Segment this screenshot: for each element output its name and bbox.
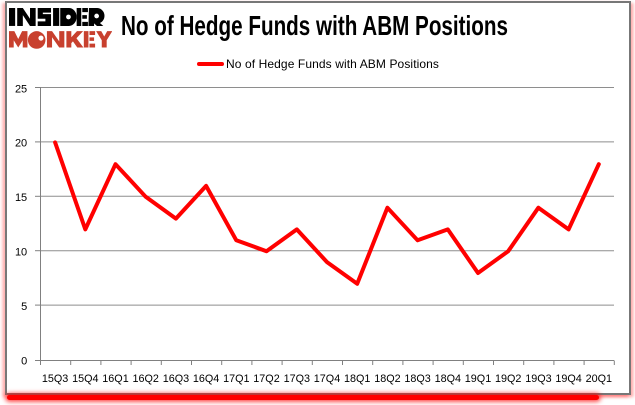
svg-text:16Q2: 16Q2 bbox=[132, 373, 158, 385]
svg-text:0: 0 bbox=[21, 355, 27, 367]
svg-text:15Q3: 15Q3 bbox=[42, 373, 68, 385]
svg-text:15Q4: 15Q4 bbox=[72, 373, 98, 385]
svg-text:18Q2: 18Q2 bbox=[374, 373, 400, 385]
svg-text:19Q2: 19Q2 bbox=[495, 373, 521, 385]
svg-text:19Q3: 19Q3 bbox=[525, 373, 551, 385]
svg-text:18Q3: 18Q3 bbox=[404, 373, 430, 385]
svg-text:5: 5 bbox=[21, 301, 27, 313]
svg-text:16Q4: 16Q4 bbox=[193, 373, 219, 385]
svg-text:17Q2: 17Q2 bbox=[253, 373, 279, 385]
svg-text:17Q3: 17Q3 bbox=[284, 373, 310, 385]
svg-text:19Q1: 19Q1 bbox=[465, 373, 491, 385]
svg-text:19Q4: 19Q4 bbox=[555, 373, 581, 385]
svg-text:25: 25 bbox=[15, 83, 27, 95]
svg-text:20Q1: 20Q1 bbox=[586, 373, 612, 385]
svg-text:16Q1: 16Q1 bbox=[102, 373, 128, 385]
svg-text:16Q3: 16Q3 bbox=[163, 373, 189, 385]
svg-text:17Q1: 17Q1 bbox=[223, 373, 249, 385]
svg-text:18Q4: 18Q4 bbox=[435, 373, 461, 385]
svg-text:17Q4: 17Q4 bbox=[314, 373, 340, 385]
svg-text:20: 20 bbox=[15, 138, 27, 150]
svg-text:10: 10 bbox=[15, 247, 27, 259]
svg-text:15: 15 bbox=[15, 192, 27, 204]
svg-text:18Q1: 18Q1 bbox=[344, 373, 370, 385]
